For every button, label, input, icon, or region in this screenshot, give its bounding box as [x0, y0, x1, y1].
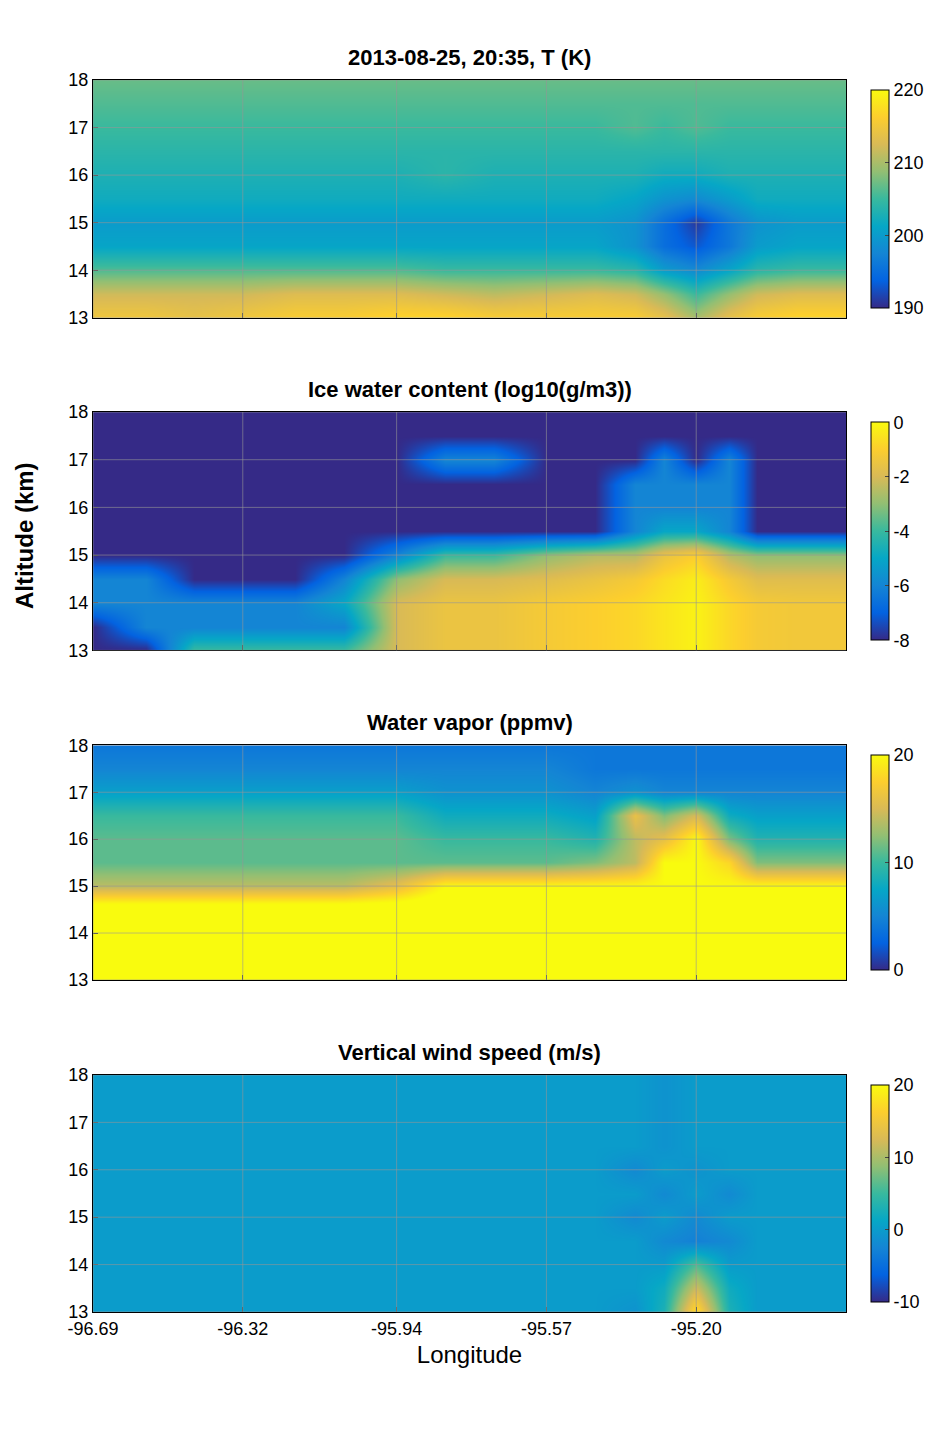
svg-text:15: 15 [68, 545, 88, 565]
svg-text:-8: -8 [894, 631, 910, 651]
svg-text:Altitude (km): Altitude (km) [11, 462, 38, 609]
svg-text:Water vapor (ppmv): Water vapor (ppmv) [367, 710, 573, 735]
svg-text:-6: -6 [894, 576, 910, 596]
svg-text:-2: -2 [894, 467, 910, 487]
svg-text:14: 14 [68, 261, 88, 281]
svg-text:18: 18 [68, 1065, 88, 1085]
svg-text:0: 0 [894, 960, 904, 980]
svg-text:13: 13 [68, 970, 88, 990]
svg-text:0: 0 [894, 1220, 904, 1240]
svg-text:13: 13 [68, 308, 88, 328]
svg-text:14: 14 [68, 593, 88, 613]
svg-text:-96.32: -96.32 [217, 1319, 268, 1339]
svg-text:-10: -10 [894, 1292, 920, 1312]
svg-text:16: 16 [68, 498, 88, 518]
svg-text:20: 20 [894, 1075, 914, 1095]
svg-text:2013-08-25, 20:35, T (K): 2013-08-25, 20:35, T (K) [348, 45, 591, 70]
svg-text:10: 10 [894, 853, 914, 873]
svg-text:Ice water content (log10(g/m3): Ice water content (log10(g/m3)) [308, 377, 632, 402]
svg-text:15: 15 [68, 876, 88, 896]
svg-text:-95.57: -95.57 [521, 1319, 572, 1339]
svg-text:18: 18 [68, 70, 88, 90]
svg-text:17: 17 [68, 783, 88, 803]
svg-text:-96.69: -96.69 [67, 1319, 118, 1339]
svg-text:15: 15 [68, 213, 88, 233]
svg-text:16: 16 [68, 165, 88, 185]
svg-text:190: 190 [894, 298, 924, 318]
svg-text:210: 210 [894, 153, 924, 173]
svg-text:Longitude: Longitude [417, 1341, 522, 1368]
svg-text:Vertical wind speed (m/s): Vertical wind speed (m/s) [338, 1040, 601, 1065]
svg-text:18: 18 [68, 402, 88, 422]
svg-text:-4: -4 [894, 522, 910, 542]
svg-text:16: 16 [68, 1160, 88, 1180]
svg-text:14: 14 [68, 1255, 88, 1275]
svg-text:20: 20 [894, 745, 914, 765]
svg-text:-95.94: -95.94 [371, 1319, 422, 1339]
svg-text:220: 220 [894, 80, 924, 100]
svg-text:10: 10 [894, 1148, 914, 1168]
svg-text:17: 17 [68, 450, 88, 470]
svg-text:18: 18 [68, 736, 88, 756]
svg-text:0: 0 [894, 413, 904, 433]
svg-text:17: 17 [68, 118, 88, 138]
svg-text:14: 14 [68, 923, 88, 943]
svg-text:17: 17 [68, 1113, 88, 1133]
svg-text:-95.20: -95.20 [671, 1319, 722, 1339]
svg-text:16: 16 [68, 829, 88, 849]
svg-text:200: 200 [894, 226, 924, 246]
svg-text:13: 13 [68, 641, 88, 661]
svg-text:13: 13 [68, 1302, 88, 1322]
svg-text:15: 15 [68, 1207, 88, 1227]
